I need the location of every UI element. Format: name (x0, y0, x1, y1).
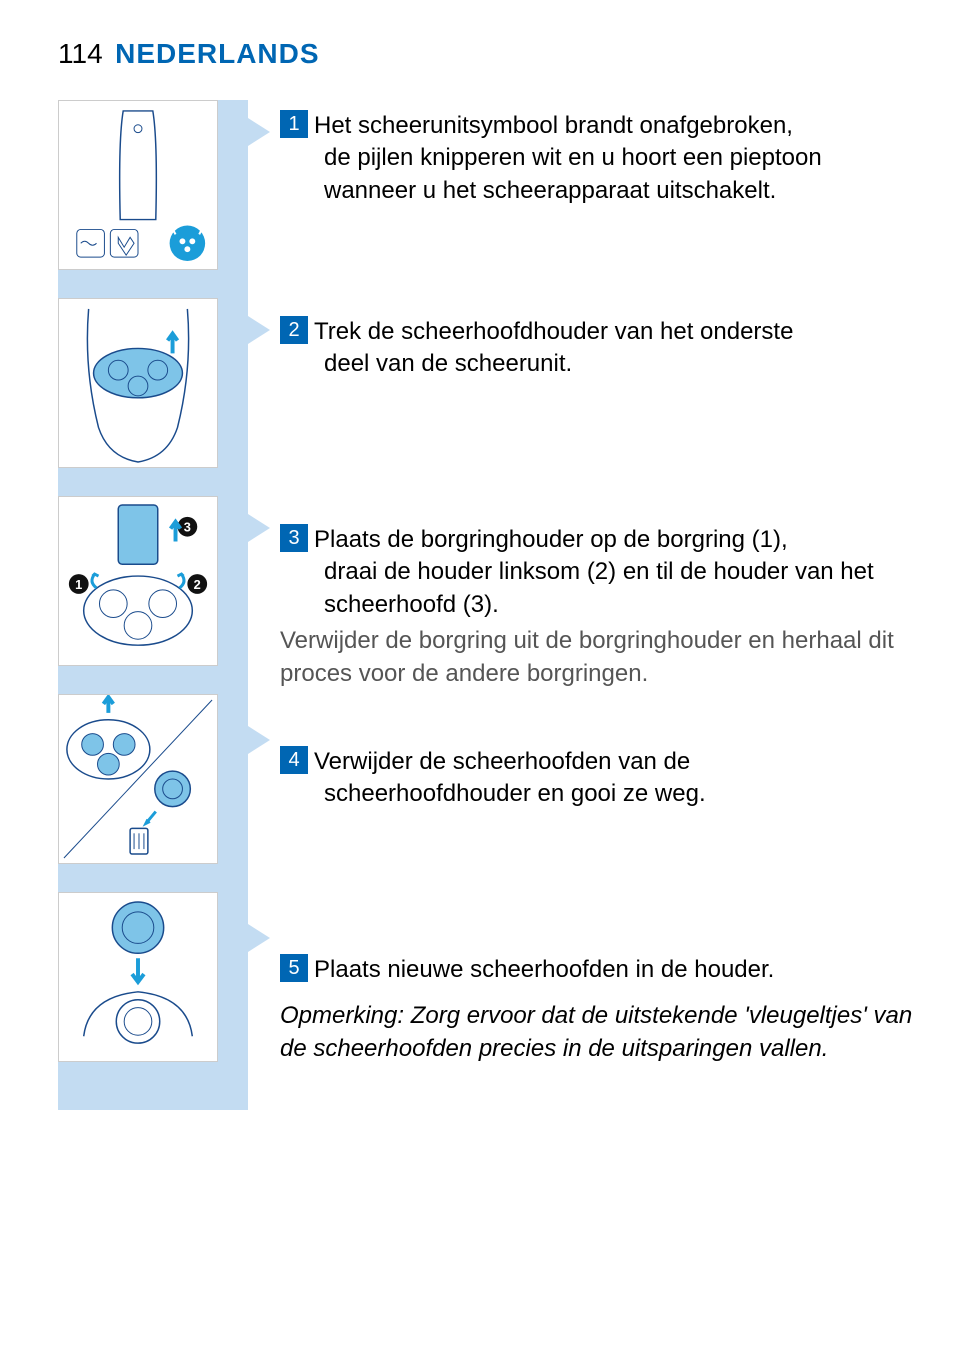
step-number-3: 3 (280, 524, 308, 552)
text-column: 1Het scheerunitsymbool brandt onafgebrok… (280, 100, 954, 1144)
step-5: 5Plaats nieuwe scheerhoofden in de houde… (280, 946, 914, 1144)
section-title: NEDERLANDS (115, 38, 319, 69)
step-number-4: 4 (280, 746, 308, 774)
callout-arrow-1 (248, 118, 270, 146)
svg-text:3: 3 (184, 520, 191, 535)
step-1: 1Het scheerunitsymbool brandt onafgebrok… (280, 100, 914, 298)
page-header: 114 NEDERLANDS (0, 0, 954, 70)
content-area: 1 2 3 (0, 100, 954, 1144)
step-text-2: Trek de scheerhoofdhouder van het onders… (314, 318, 793, 345)
step-5-note: Opmerking: Zorg ervoor dat de uitstekend… (280, 1000, 914, 1065)
step-text-3: Plaats de borgringhouder op de borgring … (314, 526, 788, 553)
illustration-4 (58, 694, 218, 864)
step-3-sub: Verwijder de borgring uit de borgringhou… (280, 625, 914, 690)
step-text-3-cont: draai de houder linksom (2) en til de ho… (324, 556, 914, 621)
svg-text:2: 2 (194, 577, 201, 592)
step-number-2: 2 (280, 316, 308, 344)
callout-arrow-2 (248, 316, 270, 344)
callout-arrow-5 (248, 924, 270, 952)
step-4: 4Verwijder de scheerhoofden van de schee… (280, 738, 914, 936)
illustration-5 (58, 892, 218, 1062)
illustration-column: 1 2 3 (58, 100, 238, 1090)
step-2: 2Trek de scheerhoofdhouder van het onder… (280, 308, 914, 506)
callout-arrow-3 (248, 514, 270, 542)
step-text-1-cont: de pijlen knipperen wit en u hoort een p… (324, 142, 914, 207)
step-number-5: 5 (280, 954, 308, 982)
step-number-1: 1 (280, 110, 308, 138)
step-text-1: Het scheerunitsymbool brandt onafgebroke… (314, 112, 793, 139)
step-3: 3Plaats de borgringhouder op de borgring… (280, 516, 914, 728)
step-text-4: Verwijder de scheerhoofden van de (314, 748, 690, 775)
svg-text:1: 1 (75, 577, 82, 592)
step-text-5: Plaats nieuwe scheerhoofden in de houder… (314, 956, 774, 983)
step-text-2-cont: deel van de scheerunit. (324, 348, 914, 380)
illustration-1 (58, 100, 218, 270)
page-number: 114 (58, 38, 103, 69)
illustration-3: 1 2 3 (58, 496, 218, 666)
illustration-2 (58, 298, 218, 468)
step-text-4-cont: scheerhoofdhouder en gooi ze weg. (324, 778, 914, 810)
callout-arrow-4 (248, 726, 270, 754)
